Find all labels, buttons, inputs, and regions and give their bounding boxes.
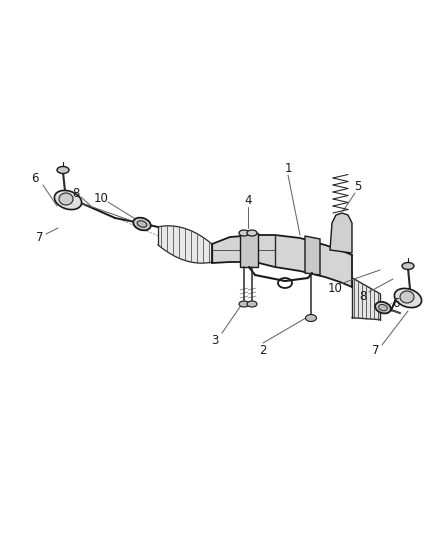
Ellipse shape (57, 166, 69, 174)
Text: 7: 7 (36, 230, 44, 244)
Ellipse shape (54, 190, 81, 209)
Polygon shape (158, 226, 212, 263)
Ellipse shape (374, 302, 390, 313)
Ellipse shape (305, 314, 316, 321)
Polygon shape (351, 278, 379, 320)
Polygon shape (304, 236, 319, 275)
Text: 10: 10 (93, 191, 108, 205)
Text: 3: 3 (211, 334, 218, 346)
Ellipse shape (401, 262, 413, 270)
Ellipse shape (247, 301, 256, 307)
Ellipse shape (59, 193, 73, 205)
Text: 1: 1 (283, 161, 291, 174)
Text: 7: 7 (371, 344, 379, 358)
Text: 8: 8 (358, 289, 366, 303)
Text: 6: 6 (31, 172, 39, 184)
Text: 10: 10 (327, 281, 342, 295)
Ellipse shape (238, 301, 248, 307)
Ellipse shape (378, 304, 386, 311)
Polygon shape (240, 233, 258, 267)
Text: 2: 2 (259, 343, 266, 357)
Ellipse shape (399, 291, 413, 303)
Text: 4: 4 (244, 193, 251, 206)
Ellipse shape (137, 221, 146, 227)
Ellipse shape (238, 230, 248, 236)
Ellipse shape (133, 217, 150, 230)
Polygon shape (212, 235, 351, 287)
Ellipse shape (393, 288, 420, 308)
Ellipse shape (247, 230, 256, 236)
Polygon shape (329, 213, 351, 253)
Text: 6: 6 (392, 296, 399, 310)
Text: 8: 8 (72, 187, 80, 199)
Text: 5: 5 (353, 180, 361, 192)
